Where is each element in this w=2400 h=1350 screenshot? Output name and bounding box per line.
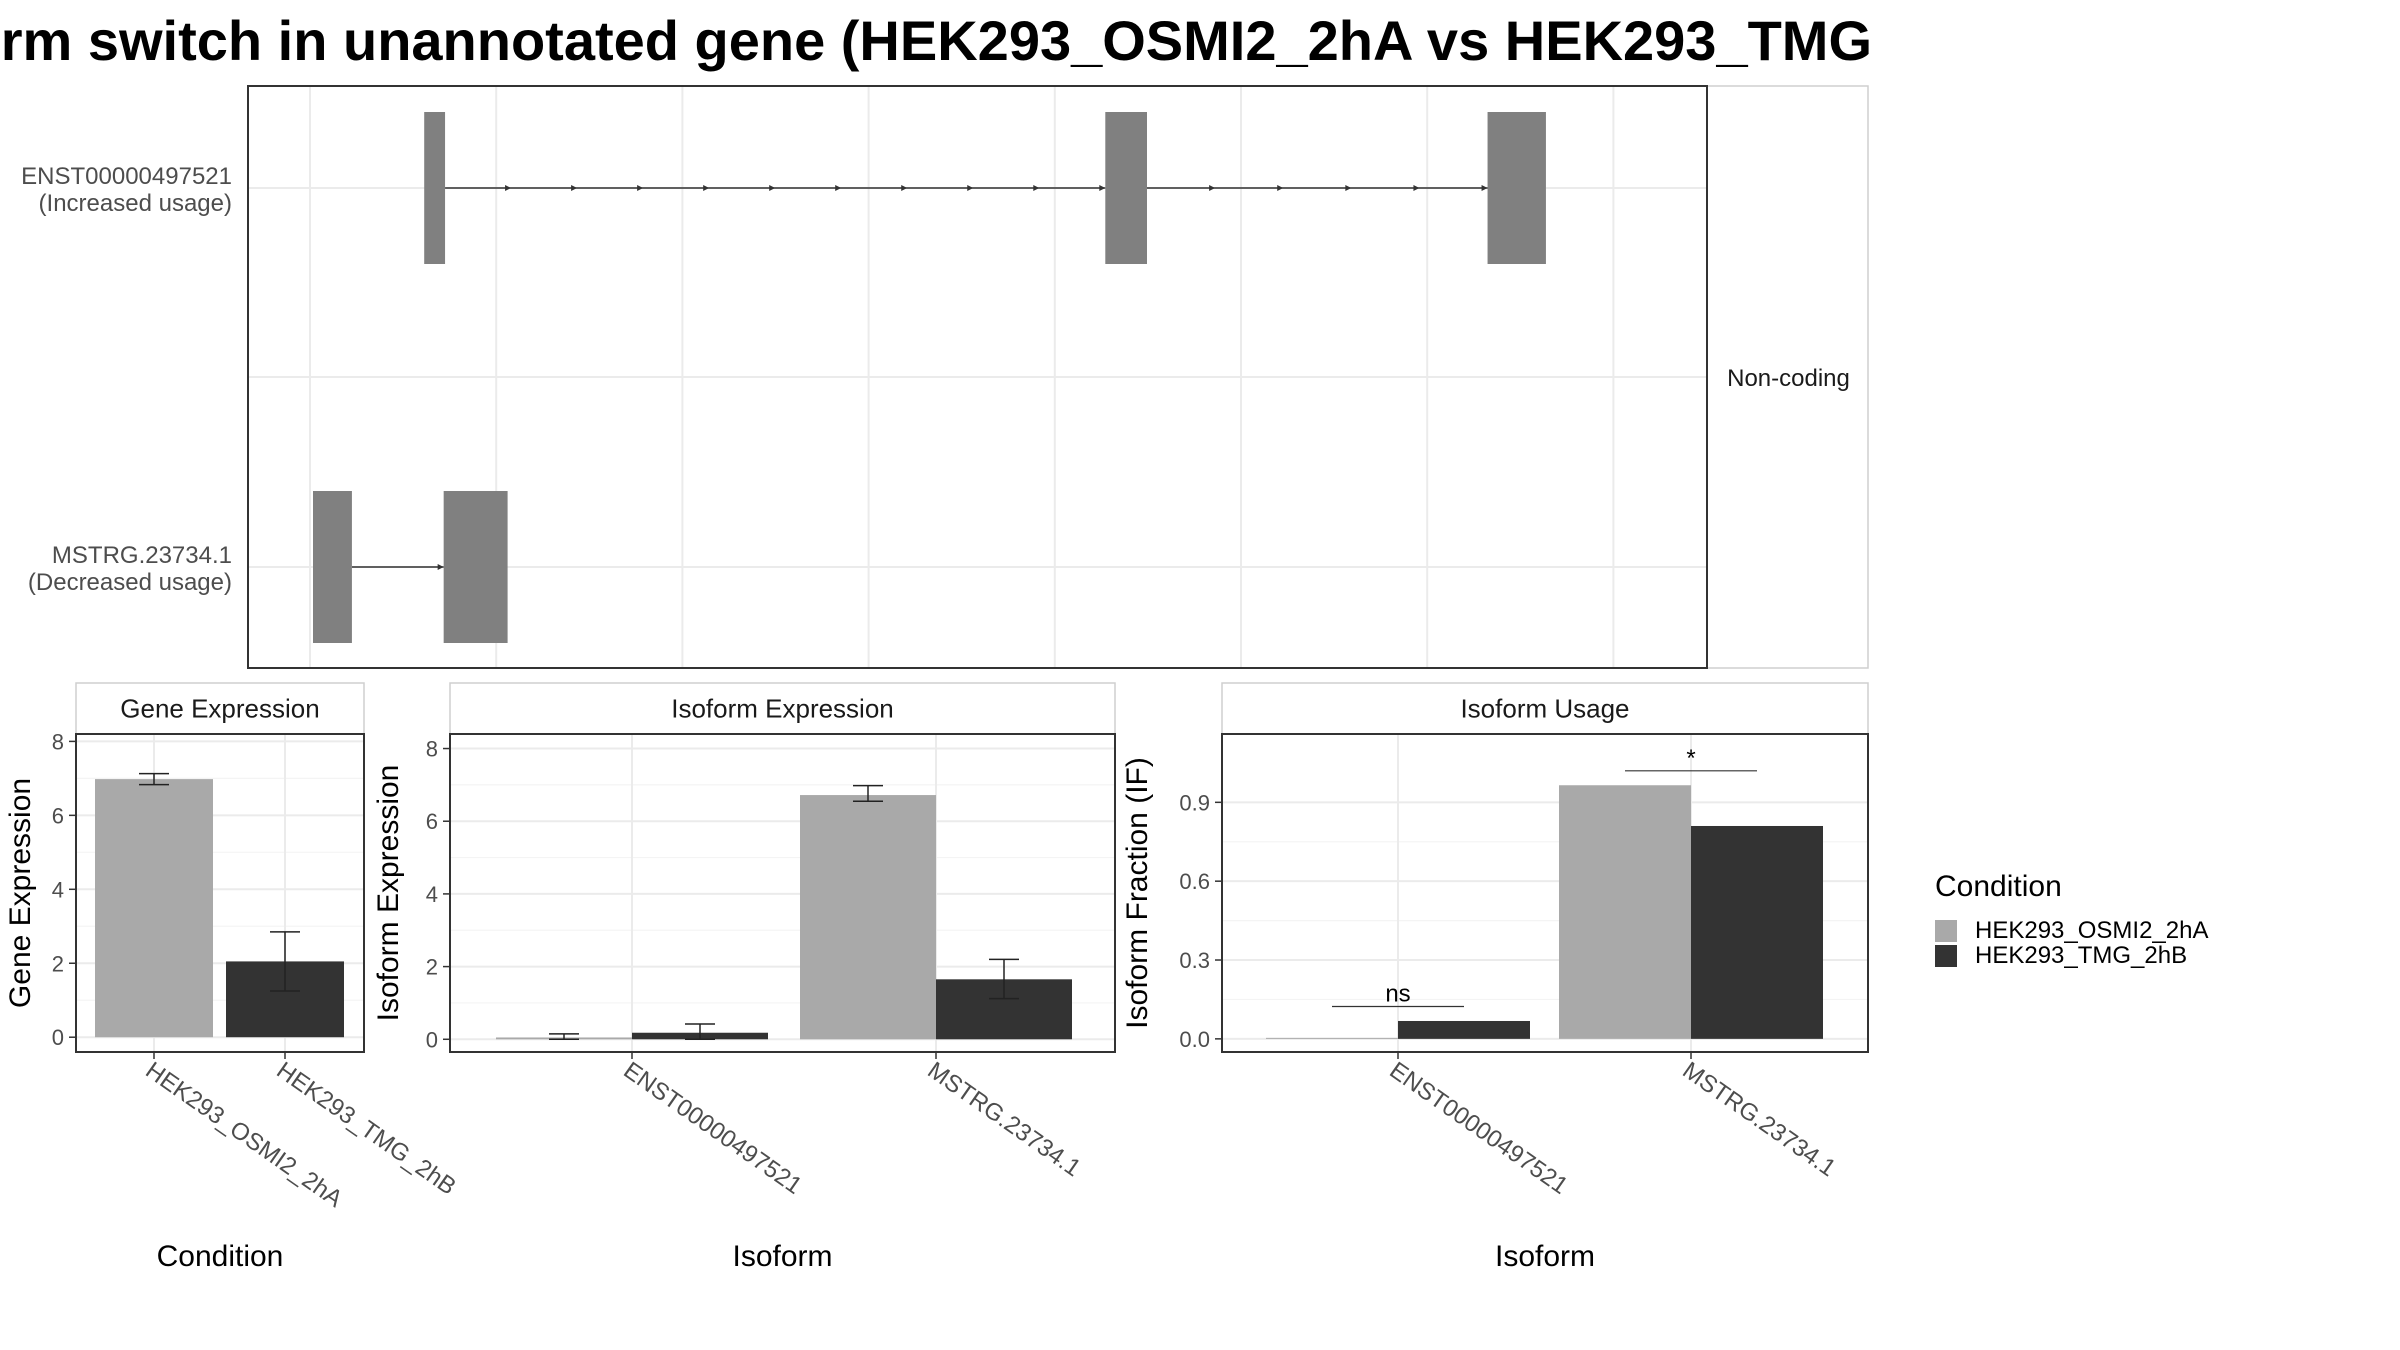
- x-axis-title: Condition: [157, 1240, 284, 1273]
- legend-label-b: HEK293_TMG_2hB: [1975, 941, 2188, 969]
- bar: [1559, 785, 1691, 1039]
- intron-arrow: [1099, 185, 1106, 191]
- legend-swatch-a: [1935, 919, 1957, 942]
- y-axis-title: Isoform Fraction (IF): [1121, 757, 1154, 1029]
- panel-strip-title: Gene Expression: [120, 694, 319, 724]
- y-tick-label: 6: [52, 803, 64, 828]
- y-tick-label: 6: [426, 809, 438, 834]
- transcript-label: MSTRG.23734.1: [52, 542, 232, 569]
- y-tick-label: 2: [52, 951, 64, 976]
- intron-arrow: [637, 185, 644, 191]
- legend-item-a: HEK293_OSMI2_2hA: [1935, 916, 2209, 944]
- intron-arrow: [1413, 185, 1420, 191]
- bar: [1691, 825, 1823, 1039]
- intron-arrow: [1345, 185, 1352, 191]
- intron-arrow: [1277, 185, 1284, 191]
- y-tick-label: 0: [426, 1027, 438, 1052]
- y-tick-label: 0.3: [1179, 948, 1210, 973]
- y-tick-label: 2: [426, 955, 438, 980]
- x-tick-label: ENST00000497521: [1385, 1057, 1573, 1200]
- bar: [1398, 1020, 1530, 1039]
- bar: [95, 779, 213, 1038]
- panel-strip: [1221, 682, 1869, 735]
- exon-block: [313, 491, 352, 643]
- exon-block: [443, 491, 508, 643]
- y-tick-label: 4: [52, 877, 64, 902]
- panel-border: [449, 733, 1116, 1053]
- title-container: oform switch in unannotated gene (HEK293…: [0, 0, 1872, 80]
- y-tick-label: 8: [426, 737, 438, 762]
- panel-strip-title: Isoform Expression: [671, 694, 894, 724]
- legend-title: Condition: [1935, 870, 2062, 903]
- y-tick-label: 0.9: [1179, 790, 1210, 815]
- y-axis-title: Gene Expression: [4, 778, 37, 1008]
- intron-arrow: [769, 185, 776, 191]
- intron-arrow: [967, 185, 974, 191]
- transcript-usage-label: (Increased usage): [39, 190, 232, 217]
- bar: [1266, 1037, 1398, 1039]
- legend-label-a: HEK293_OSMI2_2hA: [1975, 916, 2209, 944]
- significance-label: ns: [1385, 981, 1410, 1008]
- y-tick-label: 0.6: [1179, 869, 1210, 894]
- intron-arrow: [835, 185, 842, 191]
- intron-arrow: [505, 185, 512, 191]
- intron-arrow: [703, 185, 710, 191]
- panel-border: [1221, 733, 1869, 1053]
- y-tick-label: 0.0: [1179, 1027, 1210, 1052]
- intron-arrow: [901, 185, 908, 191]
- intron-arrow: [571, 185, 578, 191]
- y-axis-title: Isoform Expression: [372, 765, 405, 1022]
- panel-strip-title: Isoform Usage: [1460, 694, 1629, 724]
- transcript-label: ENST00000497521: [21, 163, 232, 190]
- exon-block: [424, 112, 446, 264]
- x-tick-label: MSTRG.23734.1: [1678, 1057, 1841, 1182]
- legend-swatch-b: [1935, 944, 1957, 967]
- exon-block: [1105, 112, 1147, 264]
- legend-item-b: HEK293_TMG_2hB: [1935, 941, 2208, 969]
- intron-arrow: [1209, 185, 1216, 191]
- x-axis-title: Isoform: [1495, 1240, 1595, 1273]
- structure-strip: [1706, 85, 1869, 669]
- significance-label: *: [1686, 745, 1695, 772]
- transcript-usage-label: (Decreased usage): [28, 569, 232, 596]
- intron-arrow: [1481, 185, 1488, 191]
- bar: [800, 795, 936, 1040]
- structure-panel-border: [247, 85, 1708, 669]
- panel-border: [75, 733, 365, 1053]
- intron-arrow: [1033, 185, 1040, 191]
- y-tick-label: 8: [52, 729, 64, 754]
- exon-block: [1487, 112, 1546, 264]
- y-tick-label: 0: [52, 1025, 64, 1050]
- figure-title: oform switch in unannotated gene (HEK293…: [0, 9, 1872, 72]
- x-tick-label: ENST00000497521: [619, 1057, 807, 1200]
- intron-arrow: [437, 564, 444, 570]
- x-tick-label: MSTRG.23734.1: [923, 1057, 1086, 1182]
- x-axis-title: Isoform: [732, 1240, 832, 1273]
- legend: Condition HEK293_OSMI2_2hA HEK293_TMG_2h…: [1935, 870, 2209, 969]
- y-tick-label: 4: [426, 882, 438, 907]
- structure-strip-label: Non-coding: [1727, 365, 1850, 392]
